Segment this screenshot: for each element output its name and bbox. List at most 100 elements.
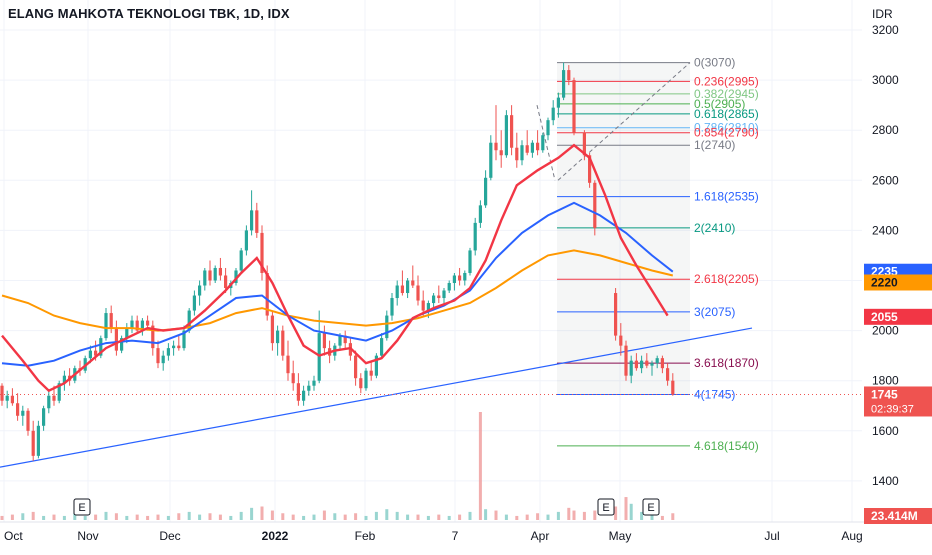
ma-blue-line — [1, 201, 674, 367]
candle-body — [109, 313, 113, 329]
volume-bar — [593, 510, 597, 520]
volume-bar — [624, 497, 628, 520]
candle-body — [57, 383, 61, 401]
volume-bar — [629, 503, 633, 520]
volume-bar — [322, 510, 326, 520]
volume-bar — [94, 514, 98, 520]
volume-bar — [660, 515, 664, 520]
candle-body — [499, 150, 503, 156]
volume-bar — [536, 513, 540, 520]
candle-body — [473, 222, 477, 251]
volume-bar — [572, 510, 576, 520]
fib-anchor-dash — [536, 105, 556, 181]
candle-body — [172, 345, 176, 349]
earnings-marker[interactable]: E — [597, 498, 615, 516]
time-tick-label: 7 — [452, 529, 459, 543]
candle-body — [296, 383, 300, 401]
fib-level-label: 0.786(2810) — [694, 121, 759, 135]
volume-bar — [395, 511, 399, 520]
volume-bar — [218, 514, 222, 520]
candle-body — [504, 115, 508, 156]
candle-body — [556, 97, 560, 108]
volume-bar — [21, 513, 25, 520]
candle-body — [634, 360, 638, 369]
candle-body — [624, 345, 628, 376]
candle-body — [0, 385, 4, 401]
candle-body — [510, 115, 514, 148]
candle-body — [489, 142, 493, 178]
candle-body — [536, 142, 540, 151]
candle-body — [426, 303, 430, 311]
time-tick-label: May — [609, 529, 632, 543]
earnings-marker-label: E — [647, 502, 654, 514]
earnings-marker-box — [642, 498, 660, 516]
candle-body — [411, 280, 415, 286]
volume-bar — [187, 511, 191, 520]
candle-body — [452, 275, 456, 284]
volume-bar — [385, 509, 389, 520]
volume-bar — [447, 515, 451, 520]
candle-body — [146, 320, 150, 326]
time-axis[interactable]: Oct Nov Dec 2022 Feb 7 Apr May Jul Aug — [0, 521, 932, 543]
volume-bar — [10, 514, 14, 520]
candle-body — [359, 378, 363, 389]
candle-body — [432, 295, 436, 304]
candle-body — [52, 395, 56, 401]
earnings-marker[interactable]: E — [642, 498, 660, 516]
grid-lines — [0, 0, 862, 522]
ma-red-badge-bg — [864, 308, 932, 325]
fibonacci-extension[interactable]: 0(3070)0.236(2995)0.382(2945)0.5(2905)0.… — [536, 56, 759, 453]
volume-bar — [614, 506, 618, 520]
volume-bar — [229, 515, 233, 520]
volume-bar — [515, 515, 519, 520]
volume-bar — [364, 515, 368, 520]
price-tick-label: 1600 — [872, 424, 899, 438]
candle-body — [166, 348, 170, 356]
candle-body — [234, 270, 238, 284]
candle-body — [140, 320, 144, 331]
candle-body — [494, 142, 498, 151]
candle-body — [213, 267, 217, 281]
candle-body — [135, 320, 139, 331]
volume-bar — [437, 514, 441, 520]
candle-body — [551, 107, 555, 121]
volume-bar — [525, 514, 529, 520]
countdown-text: 02:39:37 — [871, 403, 914, 415]
fib-level-label: 1.618(2535) — [694, 190, 759, 204]
earnings-marker[interactable]: E — [73, 498, 91, 516]
volume-bar — [302, 515, 306, 520]
symbol-title: ELANG MAHKOTA TEKNOLOGI TBK, 1D, IDX — [8, 6, 290, 21]
candle-body — [572, 80, 576, 133]
candle-body — [16, 403, 20, 416]
candle-body — [567, 70, 571, 81]
candle-body — [36, 425, 40, 456]
candle-body — [224, 275, 228, 289]
time-tick-label: Apr — [531, 529, 550, 543]
volume-bar — [426, 515, 430, 520]
volume-badge: 23.414M — [864, 508, 932, 524]
last-price-text: 1745 — [871, 387, 898, 401]
fib-level-label: 0.854(2790) — [694, 126, 759, 140]
price-tick-label: 2000 — [872, 324, 899, 338]
candle-body — [541, 135, 545, 151]
volume-bar — [156, 514, 160, 520]
fib-level-label: 0.382(2945) — [694, 87, 759, 101]
candle-body — [47, 395, 51, 409]
last-price-badge: 1745 02:39:37 — [864, 386, 932, 417]
candle-body — [390, 298, 394, 316]
volume-bar — [354, 513, 358, 520]
candle-body — [130, 320, 134, 329]
candle-body — [10, 395, 14, 404]
candle-body — [192, 295, 196, 311]
volume-bar — [52, 514, 56, 520]
volume-bars — [0, 412, 675, 520]
volume-bar — [374, 511, 378, 520]
last-price-badge-bg — [864, 386, 932, 417]
price-tick-label: 2400 — [872, 223, 899, 237]
candle-body — [593, 182, 597, 228]
ma-red-line — [1, 143, 669, 393]
candle-body — [187, 310, 191, 331]
